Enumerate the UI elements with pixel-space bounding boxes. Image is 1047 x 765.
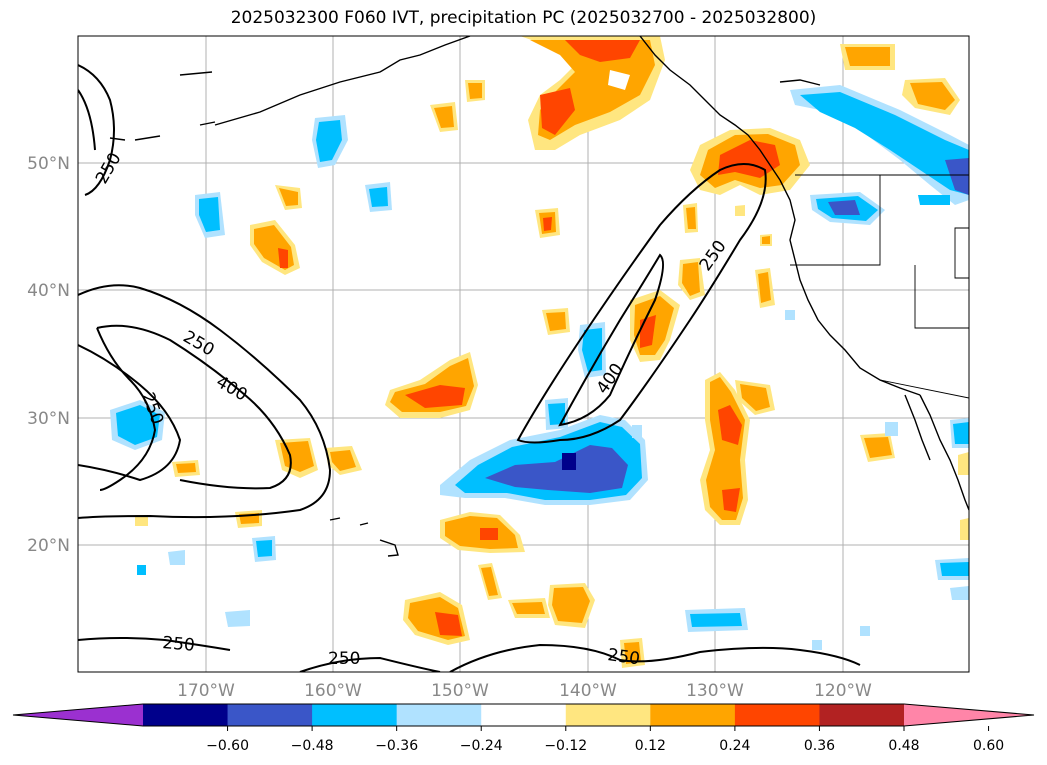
colorbar-label: −0.12 — [544, 738, 587, 754]
lon-label: 140°W — [559, 681, 617, 701]
positive-precipitation-shading — [135, 36, 969, 668]
colorbar-swatch — [143, 704, 229, 726]
colorbar-max-extension — [904, 704, 1034, 726]
longitude-labels: 170°W 160°W 150°W 140°W 130°W 120°W — [177, 681, 872, 701]
lon-label: 130°W — [686, 681, 744, 701]
map-frame — [77, 35, 970, 673]
colorbar-swatch — [650, 704, 736, 726]
lon-label: 120°W — [814, 681, 872, 701]
negative-precipitation-shading — [110, 85, 969, 650]
contour-label: 250 — [162, 633, 196, 656]
contour-label: 250 — [328, 649, 360, 669]
latitude-labels: 50°N 40°N 30°N 20°N — [27, 154, 70, 556]
political-borders — [790, 174, 969, 399]
colorbar-label: 0.12 — [635, 738, 666, 754]
lat-label: 50°N — [27, 154, 70, 174]
colorbar-swatch — [396, 704, 482, 726]
colorbar-label: 0.48 — [888, 738, 919, 754]
colorbar-swatch — [312, 704, 398, 726]
colorbar-swatch — [227, 704, 313, 726]
colorbar-label: −0.24 — [460, 738, 503, 754]
colorbar-min-extension — [13, 704, 143, 726]
ivt-contours — [78, 64, 861, 672]
colorbar-swatch — [734, 704, 820, 726]
colorbar-label: 0.24 — [719, 738, 750, 754]
lat-label: 40°N — [27, 281, 70, 301]
contour-label: 250 — [606, 645, 641, 669]
map-area — [78, 36, 969, 672]
colorbar-label: 0.36 — [804, 738, 835, 754]
map-title: 2025032300 F060 IVT, precipitation PC (2… — [230, 8, 817, 28]
lon-label: 170°W — [177, 681, 235, 701]
lat-label: 30°N — [27, 409, 70, 429]
colorbar-outline — [12, 703, 1035, 727]
colorbar-label: −0.60 — [206, 738, 249, 754]
colorbar-label: −0.36 — [375, 738, 418, 754]
colorbar: −0.60 −0.48 −0.36 −0.24 −0.12 0.12 0.24 0.36 0.4… — [12, 703, 1035, 754]
colorbar-swatch — [565, 704, 651, 726]
colorbar-label: 0.60 — [973, 738, 1004, 754]
lon-label: 150°W — [431, 681, 489, 701]
colorbar-swatch — [819, 704, 905, 726]
colorbar-label: −0.48 — [291, 738, 334, 754]
coastlines — [109, 36, 969, 557]
colorbar-swatch — [481, 704, 567, 726]
lat-label: 20°N — [27, 536, 70, 556]
map-content: 250 250 400 250 250 400 250 250 250 — [78, 36, 969, 672]
lon-label: 160°W — [304, 681, 362, 701]
